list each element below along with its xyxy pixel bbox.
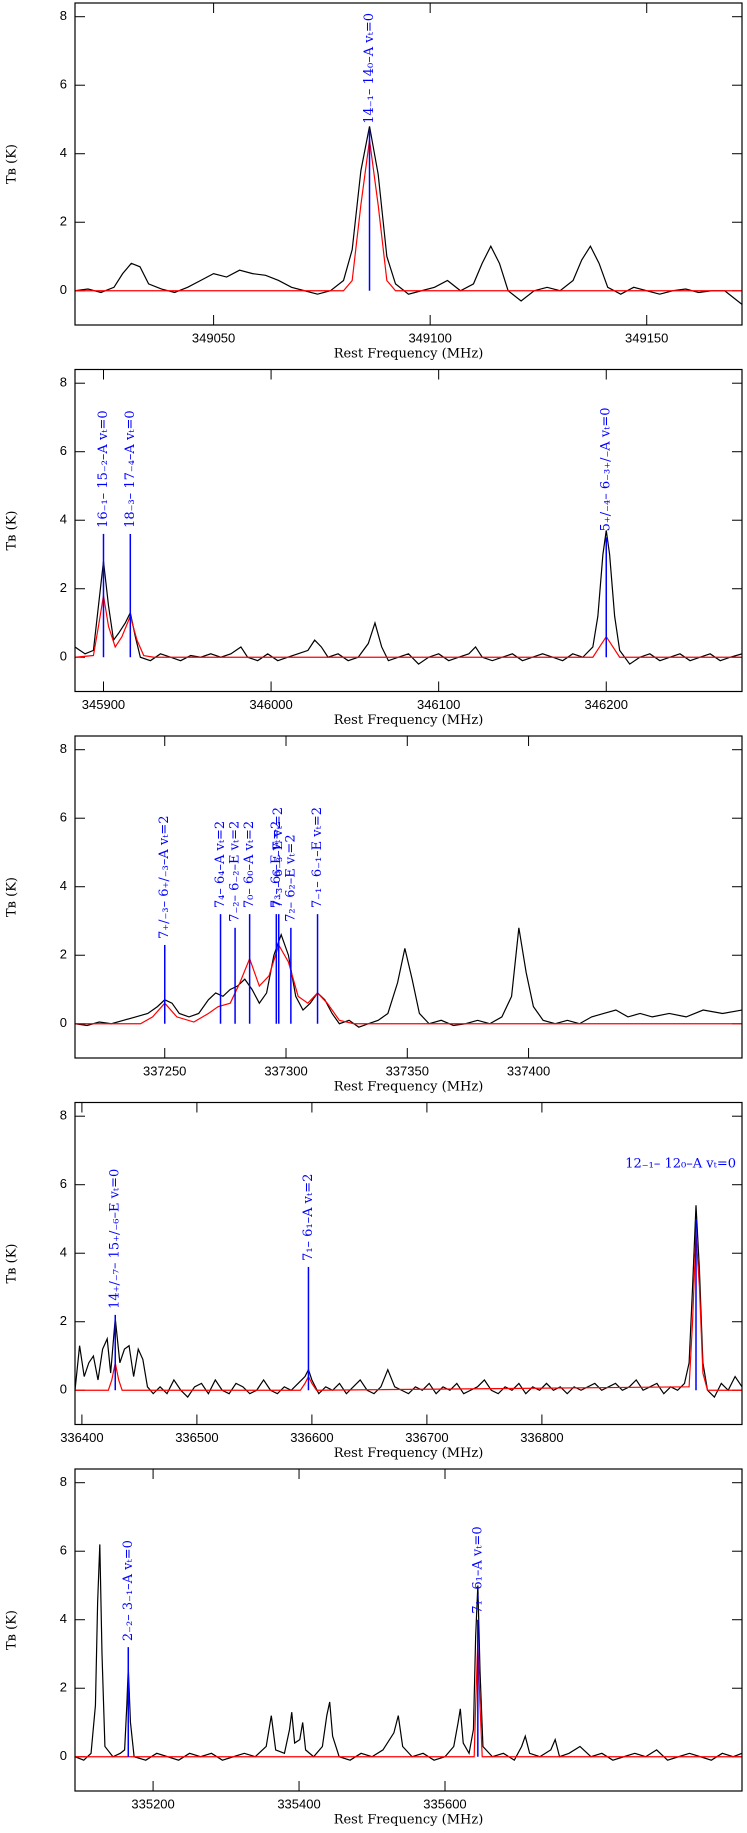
x-tick-label: 336400	[60, 1430, 103, 1445]
y-tick-label: 6	[60, 1543, 67, 1558]
x-axis-label: Rest Frequency (MHz)	[334, 713, 484, 728]
line-label: 18₋₃– 17₋₄–A vₜ=0	[123, 410, 138, 528]
y-tick-label: 2	[60, 1313, 67, 1328]
line-label: 7₊/₋₃– 6₊/₋₃–A vₜ=2	[157, 815, 172, 939]
line-label: 7₋₁– 6₋₁–E vₜ=2	[310, 807, 325, 908]
line-label: 7₀– 6₀–A vₜ=2	[242, 821, 257, 908]
y-axis-label: Tʙ (K)	[5, 877, 20, 917]
x-tick-label: 337350	[386, 1063, 429, 1078]
line-label: 7₋₂– 6₋₂–E vₜ=2	[228, 821, 243, 922]
y-axis-label: Tʙ (K)	[5, 511, 20, 551]
x-axis-label: Rest Frequency (MHz)	[334, 1813, 484, 1828]
y-tick-label: 2	[60, 1680, 67, 1695]
line-label: 7₃– 6₃–E vₜ=2	[269, 821, 284, 908]
y-tick-label: 0	[60, 649, 67, 664]
spectrum	[75, 1544, 742, 1762]
plot-frame	[74, 1468, 743, 1792]
y-tick-label: 4	[60, 512, 67, 527]
y-axis-label: Tʙ (K)	[5, 1244, 20, 1284]
y-tick-label: 6	[60, 77, 67, 92]
line-label: 7₂– 6₂–E vₜ=2	[283, 834, 298, 921]
x-tick-label: 336500	[175, 1430, 218, 1445]
panel: 0 2 4 6 8 337250 337300 337350 337400 Rest Freque…	[5, 735, 743, 1095]
plot-frame	[74, 2, 743, 326]
x-tick-label: 349050	[192, 330, 235, 345]
line-label: 16₋₁– 15₋₂–A vₜ=0	[96, 410, 111, 528]
y-tick-label: 4	[60, 1611, 67, 1626]
y-tick-label: 0	[60, 1015, 67, 1030]
panel: 0 2 4 6 8 336400 336500 336600 336700 336800 Rest …	[5, 1101, 743, 1461]
y-tick-label: 8	[60, 1108, 67, 1123]
y-axis-label: Tʙ (K)	[5, 144, 20, 184]
line-label: 14₋₁– 14₀–A vₜ=0	[362, 13, 377, 124]
spectrum	[75, 943, 742, 1025]
x-tick-label: 337300	[264, 1063, 307, 1078]
panel: 0 2 4 6 8 345900 346000 346100 346200 Rest Freque…	[5, 368, 743, 728]
x-tick-label: 345900	[82, 697, 125, 712]
spectrum	[75, 927, 742, 1028]
spectrum	[75, 1640, 742, 1758]
line-label: 7₄– 6₄–A vₜ=2	[213, 821, 228, 908]
x-axis-label: Rest Frequency (MHz)	[334, 347, 484, 362]
line-label: 5₊/₋₄– 6₋₃₊/₋A vₜ=0	[599, 407, 614, 531]
y-tick-label: 0	[60, 1382, 67, 1397]
x-axis-label: Rest Frequency (MHz)	[334, 1446, 484, 1461]
y-tick-label: 6	[60, 443, 67, 458]
plot-frame	[74, 1101, 743, 1426]
x-tick-label: 335400	[277, 1796, 320, 1811]
y-tick-label: 4	[60, 145, 67, 160]
y-axis-label: Tʙ (K)	[5, 1610, 20, 1650]
line-label: 12₋₁– 12₀–A vₜ=0	[625, 1156, 736, 1171]
spectrum	[75, 1205, 742, 1399]
spectrum	[75, 530, 742, 665]
y-tick-label: 4	[60, 878, 67, 893]
panel: 0 2 4 6 8 349050 349100 349150 Rest Frequency (M…	[5, 2, 743, 362]
y-tick-label: 8	[60, 8, 67, 23]
y-tick-label: 8	[60, 375, 67, 390]
y-tick-label: 2	[60, 214, 67, 229]
line-label: 7₁– 6₁–A vₜ=2	[301, 1174, 316, 1261]
line-label: 7₋₃– 6₋₃–E vₜ=2	[271, 807, 286, 908]
x-tick-label: 336700	[405, 1430, 448, 1445]
plot-frame	[74, 368, 743, 693]
x-tick-label: 335200	[131, 1796, 174, 1811]
y-tick-label: 4	[60, 1245, 67, 1260]
spectrum	[75, 139, 742, 292]
line-label: 14₊/₋₇– 15₊/₋₆–E vₜ=0	[108, 1169, 123, 1309]
y-tick-label: 6	[60, 1176, 67, 1191]
spectrum	[75, 1232, 742, 1391]
line-label: 2₋₂– 3₋₁–A vₜ=0	[121, 1540, 136, 1641]
y-tick-label: 0	[60, 1748, 67, 1763]
x-tick-label: 346000	[249, 697, 292, 712]
x-tick-label: 346100	[417, 697, 460, 712]
y-tick-label: 2	[60, 580, 67, 595]
x-tick-label: 349150	[625, 330, 668, 345]
x-tick-label: 336800	[520, 1430, 563, 1445]
spectrum	[75, 595, 742, 658]
x-tick-label: 337400	[507, 1063, 550, 1078]
x-axis-label: Rest Frequency (MHz)	[334, 1080, 484, 1095]
x-tick-label: 335600	[423, 1796, 466, 1811]
x-tick-label: 346200	[585, 697, 628, 712]
y-tick-label: 0	[60, 282, 67, 297]
x-tick-label: 336600	[290, 1430, 333, 1445]
y-tick-label: 8	[60, 1474, 67, 1489]
y-tick-label: 6	[60, 810, 67, 825]
panel: 0 2 4 6 8 335200 335400 335600 Rest Frequency (M…	[5, 1468, 743, 1828]
y-tick-label: 8	[60, 741, 67, 756]
line-label: 7₁– 6₁–A vₜ=0	[470, 1526, 485, 1613]
x-tick-label: 349100	[408, 330, 451, 345]
spectrum	[75, 126, 742, 305]
x-tick-label: 337250	[143, 1063, 186, 1078]
y-tick-label: 2	[60, 947, 67, 962]
plot-frame	[74, 735, 743, 1059]
